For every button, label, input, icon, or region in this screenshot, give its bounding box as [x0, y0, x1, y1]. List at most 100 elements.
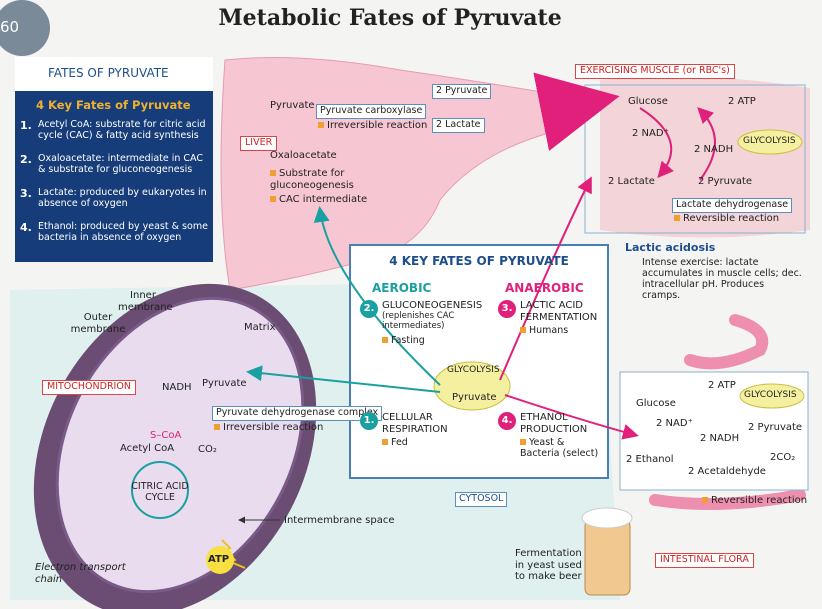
text: CAC intermediate — [270, 194, 367, 206]
arrow — [639, 107, 674, 179]
fate-name: GLUCONEOGENESIS — [382, 300, 483, 311]
text: 2 ATP — [728, 96, 756, 107]
arrow — [697, 107, 716, 181]
glycolysis-oval — [737, 129, 803, 155]
text: ATP — [208, 554, 230, 565]
arrow — [313, 206, 441, 386]
fate-note: Yeast & Bacteria (select) — [520, 437, 602, 460]
atp-burst — [206, 546, 234, 574]
fate-number: 3. — [498, 300, 516, 318]
glycolysis-oval — [433, 361, 511, 411]
text: Matrix — [244, 322, 276, 333]
text: 2 Pyruvate — [748, 422, 803, 433]
text: 2 Lactate — [432, 118, 485, 133]
text: 2 Pyruvate — [698, 176, 753, 187]
text: 2 Lactate — [608, 176, 655, 187]
item-number: 1. — [20, 119, 32, 132]
text: GLYCOLYSIS — [743, 136, 796, 146]
text: Glucose — [636, 398, 676, 409]
text: 2CO₂ — [770, 452, 796, 463]
text: 2 Pyruvate — [432, 84, 492, 99]
text: Intermembrane space — [284, 515, 395, 526]
sidebar-panel — [15, 57, 213, 262]
text: 2 Acetaldehyde — [688, 466, 766, 477]
sidebar-subheading: 4 Key Fates of Pyruvate — [36, 98, 191, 112]
text: Electron transport chain — [35, 562, 126, 585]
item-number: 4. — [20, 221, 32, 234]
item-number: 2. — [20, 153, 32, 166]
text: GLYCOLYSIS — [744, 390, 797, 400]
anaerobic: ANAEROBIC — [505, 281, 584, 295]
text: Pyruvate — [270, 100, 315, 111]
text: GLYCOLYSIS — [447, 365, 500, 375]
item-text: Lactate: produced by eukaryotes in absen… — [38, 187, 207, 209]
item-number: 3. — [20, 187, 32, 200]
fate-note: Fasting — [382, 335, 464, 347]
beer-foam — [581, 507, 633, 529]
text: 2 Ethanol — [626, 454, 674, 465]
text: NADH — [162, 382, 192, 393]
fate-number: 4. — [498, 412, 516, 430]
fate-name: ETHANOL PRODUCTION — [520, 412, 588, 435]
item-text: Acetyl CoA: substrate for citric acid cy… — [38, 119, 206, 141]
text: 2 NADH — [694, 144, 734, 155]
arrow — [499, 176, 592, 381]
arrow — [246, 365, 441, 393]
fate-name: LACTIC ACID FERMENTATION — [520, 300, 598, 323]
text: 2 ATP — [708, 380, 736, 391]
text: Inner membrane — [118, 290, 173, 313]
label: CYTOSOL — [455, 492, 508, 507]
item-text: Ethanol: produced by yeast & some bacter… — [38, 221, 208, 243]
text: Fermentation in yeast used to make beer — [515, 548, 582, 582]
text: Pyruvate carboxylase — [316, 104, 427, 119]
text: Substrate for gluconeogenesis — [270, 168, 375, 191]
text: CO₂ — [198, 444, 217, 455]
arrow — [533, 72, 620, 151]
aerobic: AEROBIC — [372, 281, 432, 295]
text: Lactate dehydrogenase — [672, 198, 793, 213]
glycolysis-oval — [739, 383, 805, 409]
text: Pyruvate — [452, 392, 497, 403]
fate-number: 1. — [360, 412, 378, 430]
text: Reversible reaction — [674, 213, 779, 225]
text: Intense exercise: lactate accumulates in… — [642, 257, 802, 301]
text: 2 NADH — [700, 433, 740, 444]
text: 2 NAD⁺ — [656, 418, 693, 429]
sidebar-head — [15, 57, 213, 91]
text: Irreversible reaction — [214, 422, 323, 434]
label: LIVER — [240, 136, 278, 151]
fate-number: 2. — [360, 300, 378, 318]
text: Reversible reaction — [702, 495, 807, 507]
cac-cycle — [131, 461, 189, 519]
fate-name: CELLULAR RESPIRATION — [382, 412, 448, 435]
arrow — [504, 394, 639, 440]
muscle-box — [584, 84, 806, 234]
text: 2 NAD⁺ — [632, 128, 669, 139]
text: Irreversible reaction — [318, 120, 427, 132]
text: Oxaloacetate — [270, 150, 337, 161]
label: EXERCISING MUSCLE (or RBC's) — [575, 64, 735, 79]
center-title: 4 KEY FATES OF PYRUVATE — [389, 254, 569, 268]
slide-badge — [0, 0, 50, 56]
heading: Lactic acidosis — [625, 241, 716, 254]
text: Pyruvate — [202, 378, 247, 389]
fate-detail: (replenishes CAC intermediates) — [382, 311, 455, 331]
text: Outer membrane — [70, 312, 126, 335]
intestine — [684, 314, 769, 370]
fate-note: Fed — [382, 437, 464, 449]
label: INTESTINAL FLORA — [655, 553, 754, 568]
text: Acetyl CoA — [120, 443, 175, 454]
item-text: Oxaloacetate: intermediate in CAC & subs… — [38, 153, 204, 175]
text: CITRIC ACID CYCLE — [131, 481, 189, 503]
text: S–CoA — [150, 430, 182, 441]
beer-mug — [584, 519, 631, 596]
sidebar-heading: FATES OF PYRUVATE — [48, 66, 169, 80]
fate-note: Humans — [520, 325, 602, 337]
text: Pyruvate dehydrogenase complex — [212, 406, 383, 421]
label: MITOCHONDRION — [42, 380, 136, 395]
title: Metabolic Fates of Pyruvate — [218, 5, 562, 31]
text: Glucose — [628, 96, 668, 107]
slide-number: 60 — [0, 18, 20, 36]
